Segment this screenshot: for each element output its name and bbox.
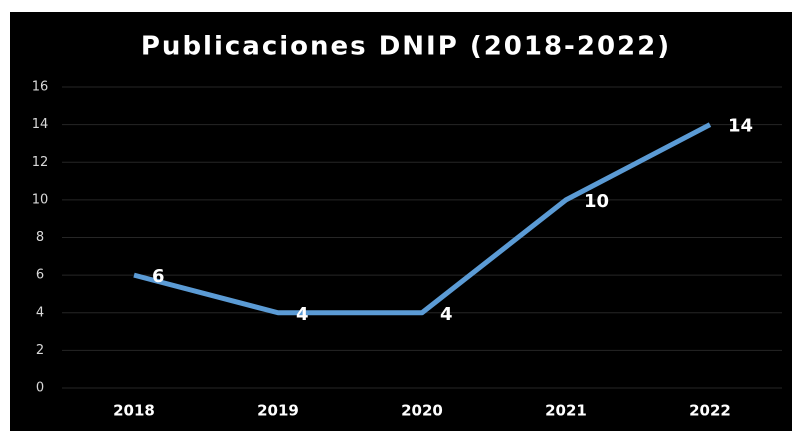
x-tick-label: 2018 (113, 402, 155, 420)
y-tick-label: 6 (36, 268, 44, 283)
chart-title: Publicaciones DNIP (2018-2022) (141, 32, 671, 62)
y-tick-label: 14 (32, 117, 49, 132)
data-label: 10 (584, 191, 609, 212)
x-tick-label: 2021 (545, 402, 587, 420)
y-tick-label: 4 (36, 305, 44, 320)
data-label: 4 (296, 304, 309, 325)
chart-background (10, 12, 792, 431)
x-tick-label: 2020 (401, 402, 443, 420)
data-label: 14 (728, 116, 753, 137)
y-tick-label: 0 (36, 381, 44, 396)
y-tick-label: 10 (32, 192, 49, 207)
x-tick-label: 2019 (257, 402, 299, 420)
y-tick-label: 8 (36, 230, 44, 245)
data-label: 4 (440, 304, 453, 325)
y-tick-label: 2 (36, 343, 44, 358)
data-label: 6 (152, 266, 165, 287)
x-tick-label: 2022 (689, 402, 731, 420)
line-series (133, 122, 712, 316)
y-tick-label: 16 (32, 80, 49, 95)
y-tick-label: 12 (32, 155, 49, 170)
